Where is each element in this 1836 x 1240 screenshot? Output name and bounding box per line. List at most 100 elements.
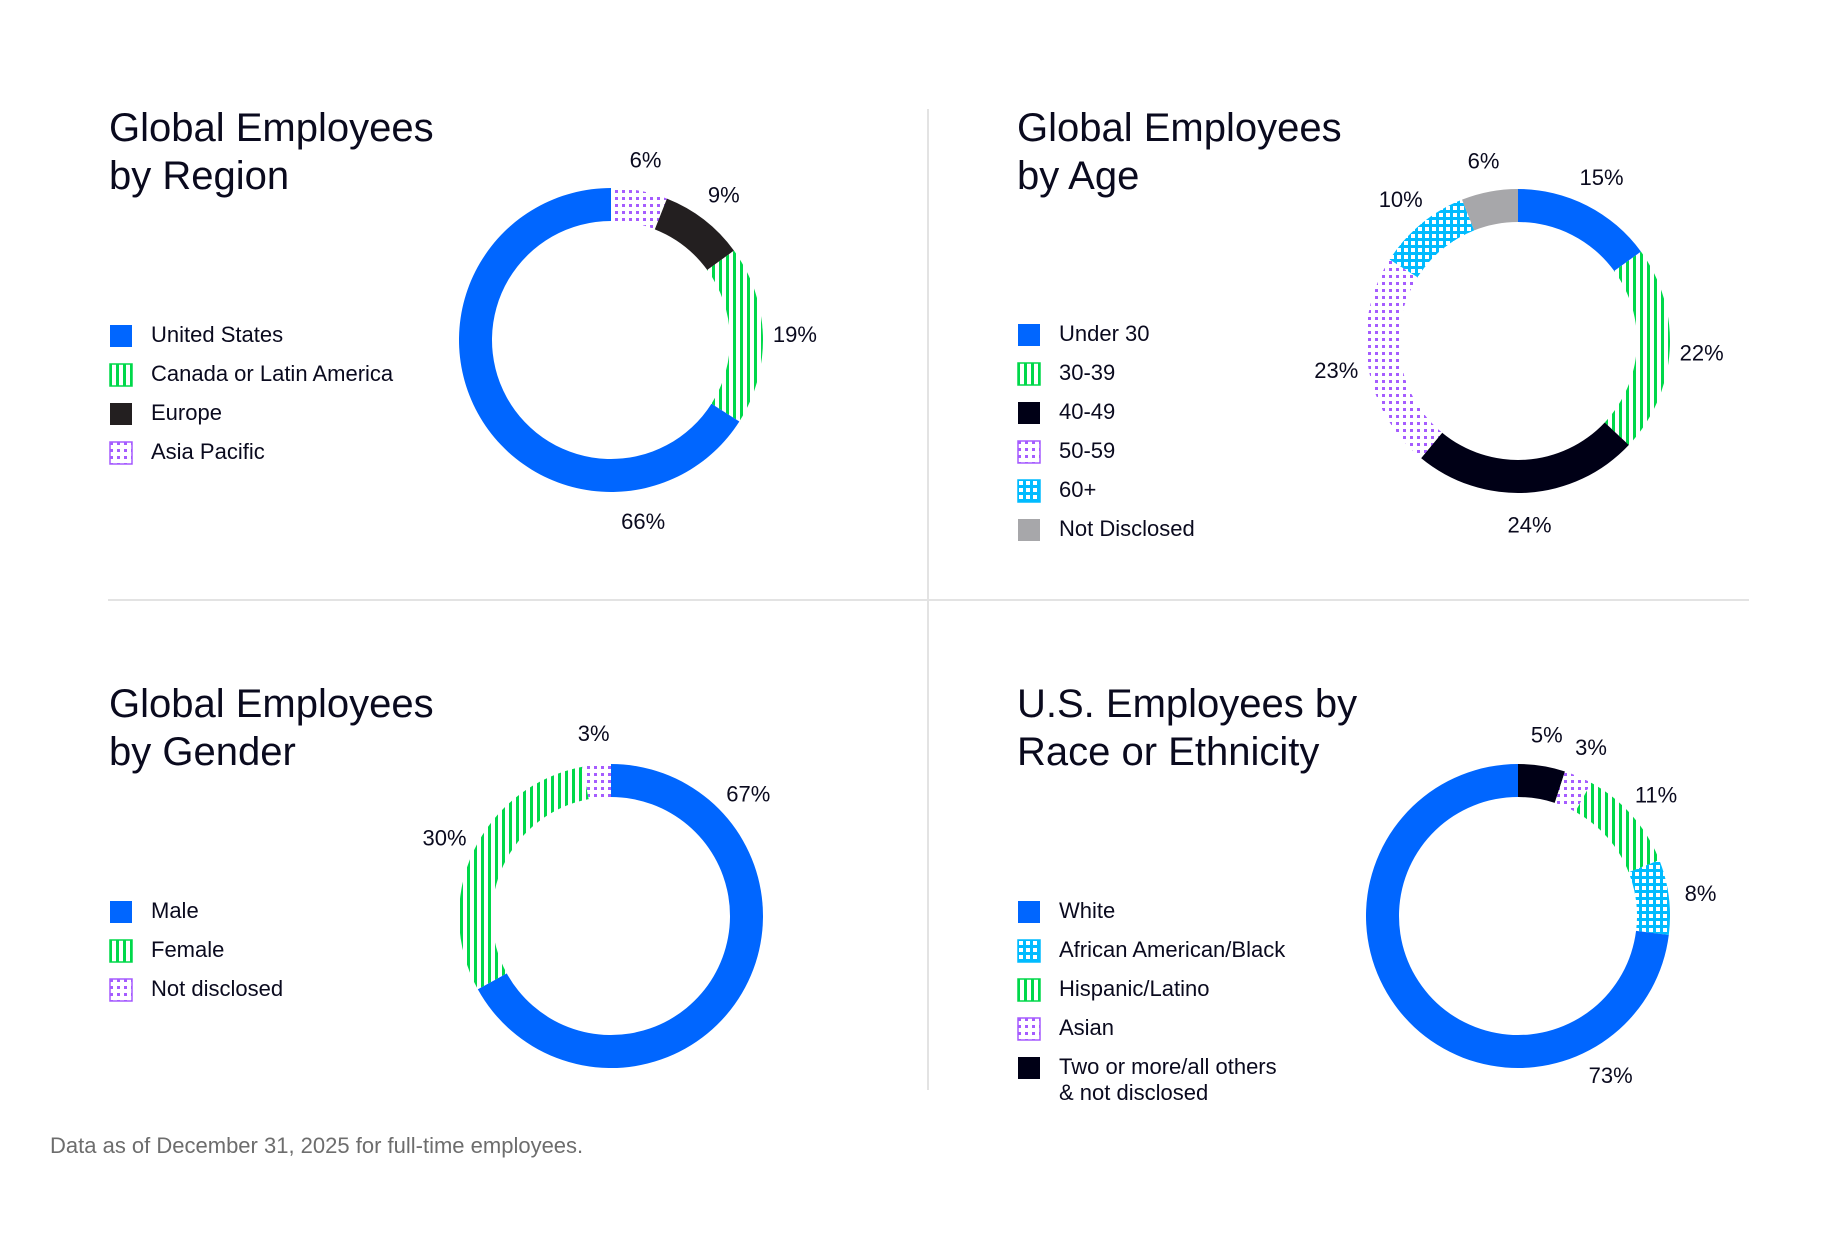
slice-asia-pacific	[611, 188, 667, 230]
legend-label: Asia Pacific	[151, 439, 265, 464]
chart-title: Global Employees by Age	[1017, 106, 1342, 198]
legend-label: Two or more/all others & not disclosed	[1059, 1054, 1277, 1105]
legend-label: Male	[151, 898, 199, 923]
legend: Male Female Not disclosed	[109, 898, 283, 1015]
data-label: 23%	[1314, 358, 1358, 383]
legend-item-african-american-black: African American/Black	[1017, 937, 1285, 976]
legend-item-asian: Asian	[1017, 1015, 1285, 1054]
slice-hispanic-latino	[1575, 782, 1660, 873]
slice-female	[459, 766, 589, 990]
legend-item-50-59: 50-59	[1017, 438, 1195, 477]
data-label: 15%	[1580, 165, 1624, 190]
data-label: 24%	[1508, 513, 1552, 538]
slice-african-american-black	[1628, 860, 1670, 936]
chart-title: Global Employees by Region	[109, 106, 434, 198]
legend-item-canada-or-latin-america: Canada or Latin America	[109, 361, 393, 400]
legend-item-hispanic-latino: Hispanic/Latino	[1017, 976, 1285, 1015]
legend-item-white: White	[1017, 898, 1285, 937]
legend: White African American/Black Hispanic/Lati…	[1017, 898, 1285, 1105]
legend-label: 60+	[1059, 477, 1097, 502]
legend-item-two-or-more-all-others-not-disclosed: Two or more/all others & not disclosed	[1017, 1054, 1285, 1105]
legend-swatch	[110, 403, 132, 425]
legend-item-under-30: Under 30	[1017, 321, 1195, 360]
legend-swatch	[109, 939, 133, 963]
legend: Under 30 30-39 40-49 50-59 60+ Not Disclosed	[1017, 321, 1195, 555]
legend-label: African American/Black	[1059, 937, 1286, 962]
donut-region: 6% 9% 19% 66%	[459, 147, 817, 534]
slice-europe	[654, 198, 734, 271]
legend-swatch	[1017, 1017, 1041, 1041]
legend-label: 30-39	[1059, 360, 1116, 385]
legend-swatch	[110, 325, 132, 347]
legend-label: Under 30	[1059, 321, 1150, 346]
data-label: 67%	[726, 781, 770, 806]
legend-swatch	[1017, 440, 1041, 464]
legend-swatch	[1018, 519, 1040, 541]
legend-item-asia-pacific: Asia Pacific	[109, 439, 393, 478]
legend-swatch	[110, 901, 132, 923]
slice-asian	[1554, 771, 1592, 812]
legend-item-not-disclosed: Not Disclosed	[1017, 516, 1195, 555]
legend-label: United States	[151, 322, 284, 347]
legend-item-not-disclosed: Not disclosed	[109, 976, 283, 1015]
legend-swatch	[109, 978, 133, 1002]
legend-item-united-states: United States	[109, 322, 393, 361]
data-label: 11%	[1635, 782, 1677, 807]
panel-region: Global Employees by Region United States…	[109, 104, 1009, 664]
legend-label: Not Disclosed	[1059, 516, 1195, 541]
legend-swatch	[1017, 939, 1041, 963]
legend-swatch	[1018, 402, 1040, 424]
legend-item-male: Male	[109, 898, 283, 937]
data-label: 6%	[630, 147, 662, 172]
data-label: 66%	[621, 509, 665, 534]
footnote: Data as of December 31, 2025 for full-ti…	[50, 1133, 584, 1158]
data-label: 10%	[1379, 187, 1423, 212]
legend-swatch	[109, 441, 133, 465]
legend-swatch	[1017, 479, 1041, 503]
slice-not-disclosed	[582, 764, 611, 800]
legend-swatch	[1017, 978, 1041, 1002]
legend-swatch	[1017, 362, 1041, 386]
legend-label: Female	[151, 937, 225, 962]
legend-label: 40-49	[1059, 399, 1116, 424]
legend-label: Europe	[151, 400, 222, 425]
legend-item-30-39: 30-39	[1017, 360, 1195, 399]
data-label: 19%	[773, 322, 817, 347]
data-label: 3%	[578, 721, 610, 746]
slice-not-disclosed	[1462, 189, 1518, 231]
legend-label: Hispanic/Latino	[1059, 976, 1210, 1001]
panel-gender: Global Employees by Gender Male Female Not…	[109, 680, 1009, 1240]
legend-label: Not disclosed	[151, 976, 284, 1001]
legend-label: Asian	[1059, 1015, 1115, 1040]
slice-60	[1389, 199, 1475, 278]
legend-item-40-49: 40-49	[1017, 399, 1195, 438]
legend: United States Canada or Latin America Euro…	[109, 322, 393, 478]
data-label: 9%	[708, 183, 740, 208]
legend-label: White	[1059, 898, 1116, 923]
slice-40-49	[1421, 422, 1629, 493]
legend-swatch	[1018, 324, 1040, 346]
data-label: 30%	[422, 826, 466, 851]
legend-label: Canada or Latin America	[151, 361, 394, 386]
slice-under-30	[1518, 189, 1641, 272]
legend-swatch	[1018, 901, 1040, 923]
donut-gender: 67% 30% 3%	[422, 721, 770, 1068]
data-label: 3%	[1575, 735, 1607, 760]
data-label: 6%	[1468, 148, 1500, 173]
chart-title: Global Employees by Gender	[109, 682, 434, 774]
donut-race: 5% 3% 11% 8% 73%	[1366, 722, 1717, 1088]
data-label: 73%	[1589, 1063, 1633, 1088]
slice-canada-or-latin-america	[707, 250, 763, 422]
legend-item-60: 60+	[1017, 477, 1195, 516]
slice-two-or-more-all-others-not-disclosed	[1518, 764, 1565, 803]
chart-title: U.S. Employees by Race or Ethnicity	[1017, 682, 1358, 774]
legend-item-female: Female	[109, 937, 283, 976]
legend-swatch	[109, 363, 133, 387]
legend-label: 50-59	[1059, 438, 1116, 463]
data-label: 5%	[1531, 722, 1563, 747]
legend-swatch	[1018, 1057, 1040, 1079]
donut-age: 15% 22% 24% 23% 10% 6%	[1314, 148, 1723, 538]
slice-50-59	[1366, 259, 1443, 459]
data-label: 8%	[1685, 881, 1717, 906]
data-label: 22%	[1680, 341, 1724, 366]
